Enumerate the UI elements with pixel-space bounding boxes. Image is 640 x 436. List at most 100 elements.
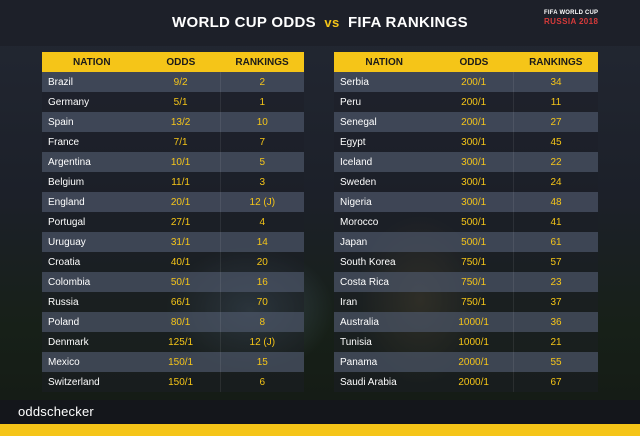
table-row: Brazil 9/2 2 xyxy=(42,72,304,92)
nation-cell: Poland xyxy=(42,312,142,332)
ranking-cell: 37 xyxy=(513,292,598,312)
table-row: Portugal 27/1 4 xyxy=(42,212,304,232)
nation-cell: South Korea xyxy=(334,252,435,272)
nation-cell: Sweden xyxy=(334,172,435,192)
table-row: Morocco 500/1 41 xyxy=(334,212,598,232)
ranking-cell: 48 xyxy=(513,192,598,212)
nation-cell: Argentina xyxy=(42,152,142,172)
table-row: South Korea 750/1 57 xyxy=(334,252,598,272)
table-row: Colombia 50/1 16 xyxy=(42,272,304,292)
nation-cell: Morocco xyxy=(334,212,435,232)
table-header: NATION ODDS RANKINGS xyxy=(42,52,304,72)
odds-cell: 31/1 xyxy=(141,232,221,252)
title-vs: vs xyxy=(324,15,340,30)
ranking-cell: 70 xyxy=(219,292,304,312)
table-row: Poland 80/1 8 xyxy=(42,312,304,332)
nation-cell: Serbia xyxy=(334,72,435,92)
ranking-cell: 36 xyxy=(513,312,598,332)
odds-cell: 150/1 xyxy=(141,352,221,372)
nation-cell: Egypt xyxy=(334,132,435,152)
logo-line-1: FIFA WORLD CUP xyxy=(544,10,599,16)
nation-cell: Japan xyxy=(334,232,435,252)
ranking-cell: 24 xyxy=(513,172,598,192)
ranking-cell: 12 (J) xyxy=(219,192,304,212)
ranking-cell: 55 xyxy=(513,352,598,372)
header-nation: NATION xyxy=(334,52,435,72)
header-odds: ODDS xyxy=(141,52,221,72)
table-row: France 7/1 7 xyxy=(42,132,304,152)
nation-cell: Iran xyxy=(334,292,435,312)
table-row: Senegal 200/1 27 xyxy=(334,112,598,132)
ranking-cell: 20 xyxy=(219,252,304,272)
table-row: Egypt 300/1 45 xyxy=(334,132,598,152)
table-row: Saudi Arabia 2000/1 67 xyxy=(334,372,598,392)
ranking-cell: 4 xyxy=(219,212,304,232)
ranking-cell: 61 xyxy=(513,232,598,252)
ranking-cell: 34 xyxy=(513,72,598,92)
odds-cell: 300/1 xyxy=(434,132,514,152)
page-title: WORLD CUP ODDS vs FIFA RANKINGS xyxy=(0,14,640,31)
odds-cell: 200/1 xyxy=(434,92,514,112)
nation-cell: Spain xyxy=(42,112,142,132)
table-row: Costa Rica 750/1 23 xyxy=(334,272,598,292)
ranking-cell: 57 xyxy=(513,252,598,272)
odds-cell: 7/1 xyxy=(141,132,221,152)
nation-cell: Germany xyxy=(42,92,142,112)
table-row: England 20/1 12 (J) xyxy=(42,192,304,212)
title-rankings: FIFA RANKINGS xyxy=(347,14,468,31)
odds-cell: 2000/1 xyxy=(434,372,514,392)
ranking-cell: 22 xyxy=(513,152,598,172)
table-row: Argentina 10/1 5 xyxy=(42,152,304,172)
ranking-cell: 5 xyxy=(219,152,304,172)
nation-cell: Tunisia xyxy=(334,332,435,352)
table-row: Germany 5/1 1 xyxy=(42,92,304,112)
table-row: Mexico 150/1 15 xyxy=(42,352,304,372)
odds-cell: 2000/1 xyxy=(434,352,514,372)
table-row: Sweden 300/1 24 xyxy=(334,172,598,192)
odds-cell: 1000/1 xyxy=(434,312,514,332)
ranking-cell: 6 xyxy=(219,372,304,392)
odds-cell: 9/2 xyxy=(141,72,221,92)
ranking-cell: 12 (J) xyxy=(219,332,304,352)
nation-cell: Costa Rica xyxy=(334,272,435,292)
table-row: Peru 200/1 11 xyxy=(334,92,598,112)
header-bar xyxy=(0,0,640,46)
odds-cell: 300/1 xyxy=(434,172,514,192)
odds-cell: 5/1 xyxy=(141,92,221,112)
ranking-cell: 16 xyxy=(219,272,304,292)
ranking-cell: 27 xyxy=(513,112,598,132)
odds-table-right: NATION ODDS RANKINGS Serbia 200/1 34 Peru 20… xyxy=(334,52,598,392)
odds-cell: 500/1 xyxy=(434,212,514,232)
odds-cell: 66/1 xyxy=(141,292,221,312)
odds-cell: 750/1 xyxy=(434,292,514,312)
ranking-cell: 67 xyxy=(513,372,598,392)
ranking-cell: 23 xyxy=(513,272,598,292)
table-row: Tunisia 1000/1 21 xyxy=(334,332,598,352)
nation-cell: Russia xyxy=(42,292,142,312)
table-row: Uruguay 31/1 14 xyxy=(42,232,304,252)
nation-cell: Brazil xyxy=(42,72,142,92)
ranking-cell: 8 xyxy=(219,312,304,332)
table-row: Switzerland 150/1 6 xyxy=(42,372,304,392)
ranking-cell: 3 xyxy=(219,172,304,192)
table-row: Denmark 125/1 12 (J) xyxy=(42,332,304,352)
header-rankings: RANKINGS xyxy=(513,52,598,72)
odds-cell: 40/1 xyxy=(141,252,221,272)
odds-cell: 300/1 xyxy=(434,192,514,212)
odds-cell: 11/1 xyxy=(141,172,221,192)
odds-cell: 125/1 xyxy=(141,332,221,352)
nation-cell: Peru xyxy=(334,92,435,112)
odds-cell: 200/1 xyxy=(434,112,514,132)
odds-cell: 50/1 xyxy=(141,272,221,292)
odds-cell: 750/1 xyxy=(434,272,514,292)
ranking-cell: 45 xyxy=(513,132,598,152)
odds-cell: 20/1 xyxy=(141,192,221,212)
table-row: Serbia 200/1 34 xyxy=(334,72,598,92)
logo-line-2: RUSSIA 2018 xyxy=(544,17,599,26)
nation-cell: Colombia xyxy=(42,272,142,292)
nation-cell: Saudi Arabia xyxy=(334,372,435,392)
odds-table-left: NATION ODDS RANKINGS Brazil 9/2 2 Germany 5/… xyxy=(42,52,304,392)
ranking-cell: 15 xyxy=(219,352,304,372)
nation-cell: Denmark xyxy=(42,332,142,352)
table-row: Spain 13/2 10 xyxy=(42,112,304,132)
